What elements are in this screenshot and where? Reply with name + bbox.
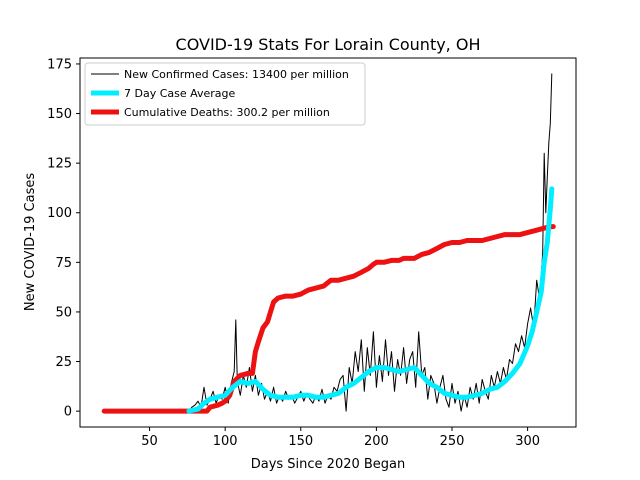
plot-series: [101, 73, 556, 414]
x-tick-label: 150: [288, 434, 313, 449]
y-tick-label: 75: [55, 256, 72, 271]
y-tick-label: 125: [47, 157, 72, 172]
x-tick-label: 250: [440, 434, 465, 449]
series-line-7-day-case-average: [186, 186, 555, 414]
legend-label-cumulative-deaths: Cumulative Deaths: 300.2 per million: [124, 106, 330, 119]
x-axis-title: Days Since 2020 Began: [251, 457, 406, 472]
y-tick-label: 50: [55, 305, 72, 320]
x-tick-label: 100: [213, 434, 238, 449]
legend-box: [84, 62, 366, 126]
y-tick-label: 150: [47, 107, 72, 122]
x-axis-ticks: 50 100 150 200 250 300: [141, 427, 540, 449]
chart-title: COVID-19 Stats For Lorain County, OH: [176, 35, 481, 54]
x-tick-label: 50: [141, 434, 158, 449]
legend-label-new-cases: New Confirmed Cases: 13400 per million: [124, 68, 349, 81]
legend-label-7-day-average: 7 Day Case Average: [124, 87, 236, 100]
y-tick-label: 175: [47, 57, 72, 72]
legend: New Confirmed Cases: 13400 per million 7…: [84, 62, 366, 126]
plot-frame: [79, 57, 577, 428]
y-axis-ticks: 0 25 50 75 100 125 150 175: [47, 57, 80, 420]
y-tick-label: 25: [55, 355, 72, 370]
x-tick-label: 300: [515, 434, 540, 449]
y-tick-label: 0: [64, 405, 72, 420]
y-tick-label: 100: [47, 206, 72, 221]
x-tick-label: 200: [364, 434, 389, 449]
y-axis-title: New COVID-19 Cases: [23, 173, 38, 311]
